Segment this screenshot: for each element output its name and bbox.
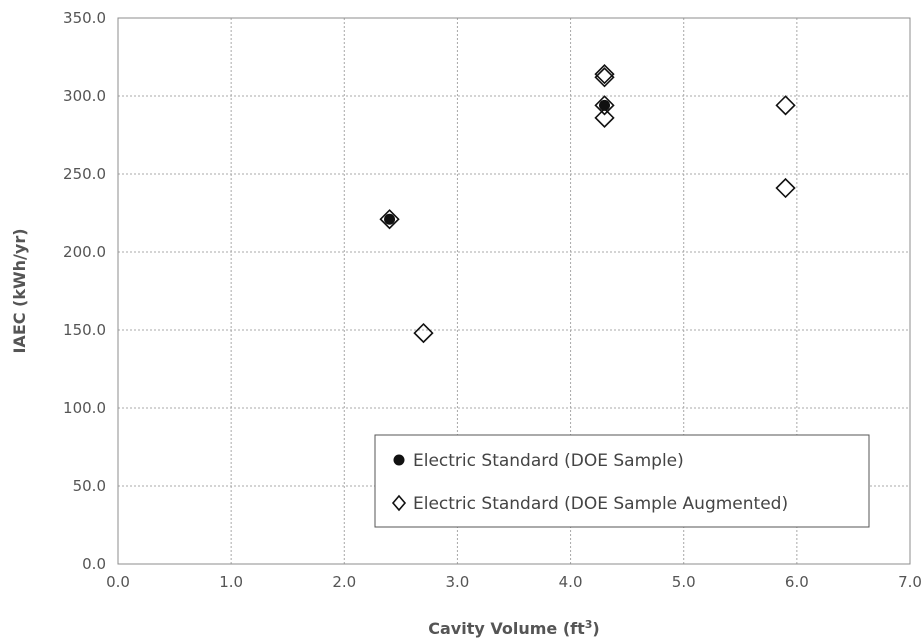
x-tick-label: 2.0 bbox=[332, 573, 356, 591]
augmented-point bbox=[594, 95, 615, 116]
x-axis-ticks: 0.0 1.0 2.0 3.0 4.0 5.0 6.0 7.0 bbox=[106, 573, 922, 591]
x-tick-label: 5.0 bbox=[672, 573, 696, 591]
plot-area bbox=[117, 17, 911, 565]
legend-marker-diamond bbox=[391, 494, 407, 512]
legend-label-sample: Electric Standard (DOE Sample) bbox=[413, 451, 684, 471]
x-tick-label: 7.0 bbox=[898, 573, 922, 591]
augmented-point bbox=[594, 64, 615, 85]
y-tick-label: 250.0 bbox=[63, 165, 106, 183]
x-tick-label: 1.0 bbox=[219, 573, 243, 591]
augmented-point bbox=[379, 209, 400, 230]
y-tick-label: 50.0 bbox=[73, 477, 106, 495]
legend: Electric Standard (DOE Sample) Electric … bbox=[374, 434, 870, 528]
y-tick-label: 100.0 bbox=[63, 399, 106, 417]
augmented-point bbox=[775, 95, 796, 116]
data-points bbox=[379, 64, 796, 344]
legend-box bbox=[374, 434, 870, 528]
x-tick-label: 6.0 bbox=[785, 573, 809, 591]
legend-label-augmented: Electric Standard (DOE Sample Augmented) bbox=[413, 494, 788, 514]
x-tick-label: 3.0 bbox=[445, 573, 469, 591]
y-tick-label: 0.0 bbox=[82, 555, 106, 573]
augmented-point bbox=[775, 177, 796, 199]
y-axis-ticks: 0.0 50.0 100.0 150.0 200.0 250.0 300.0 350.0 bbox=[63, 9, 106, 573]
y-tick-label: 200.0 bbox=[63, 243, 106, 261]
augmented-point bbox=[594, 67, 615, 88]
x-tick-label: 4.0 bbox=[559, 573, 583, 591]
sample-point bbox=[384, 213, 396, 225]
x-axis-title: Cavity Volume (ft3) bbox=[428, 618, 599, 638]
y-tick-label: 350.0 bbox=[63, 9, 106, 27]
y-axis-title: IAEC (kWh/yr) bbox=[10, 228, 29, 353]
legend-marker-circle bbox=[393, 454, 405, 466]
y-tick-label: 300.0 bbox=[63, 87, 106, 105]
grid-lines bbox=[118, 18, 910, 564]
augmented-point bbox=[594, 107, 615, 128]
sample-point bbox=[599, 99, 611, 111]
y-tick-label: 150.0 bbox=[63, 321, 106, 339]
x-tick-label: 0.0 bbox=[106, 573, 130, 591]
augmented-point bbox=[413, 322, 434, 344]
